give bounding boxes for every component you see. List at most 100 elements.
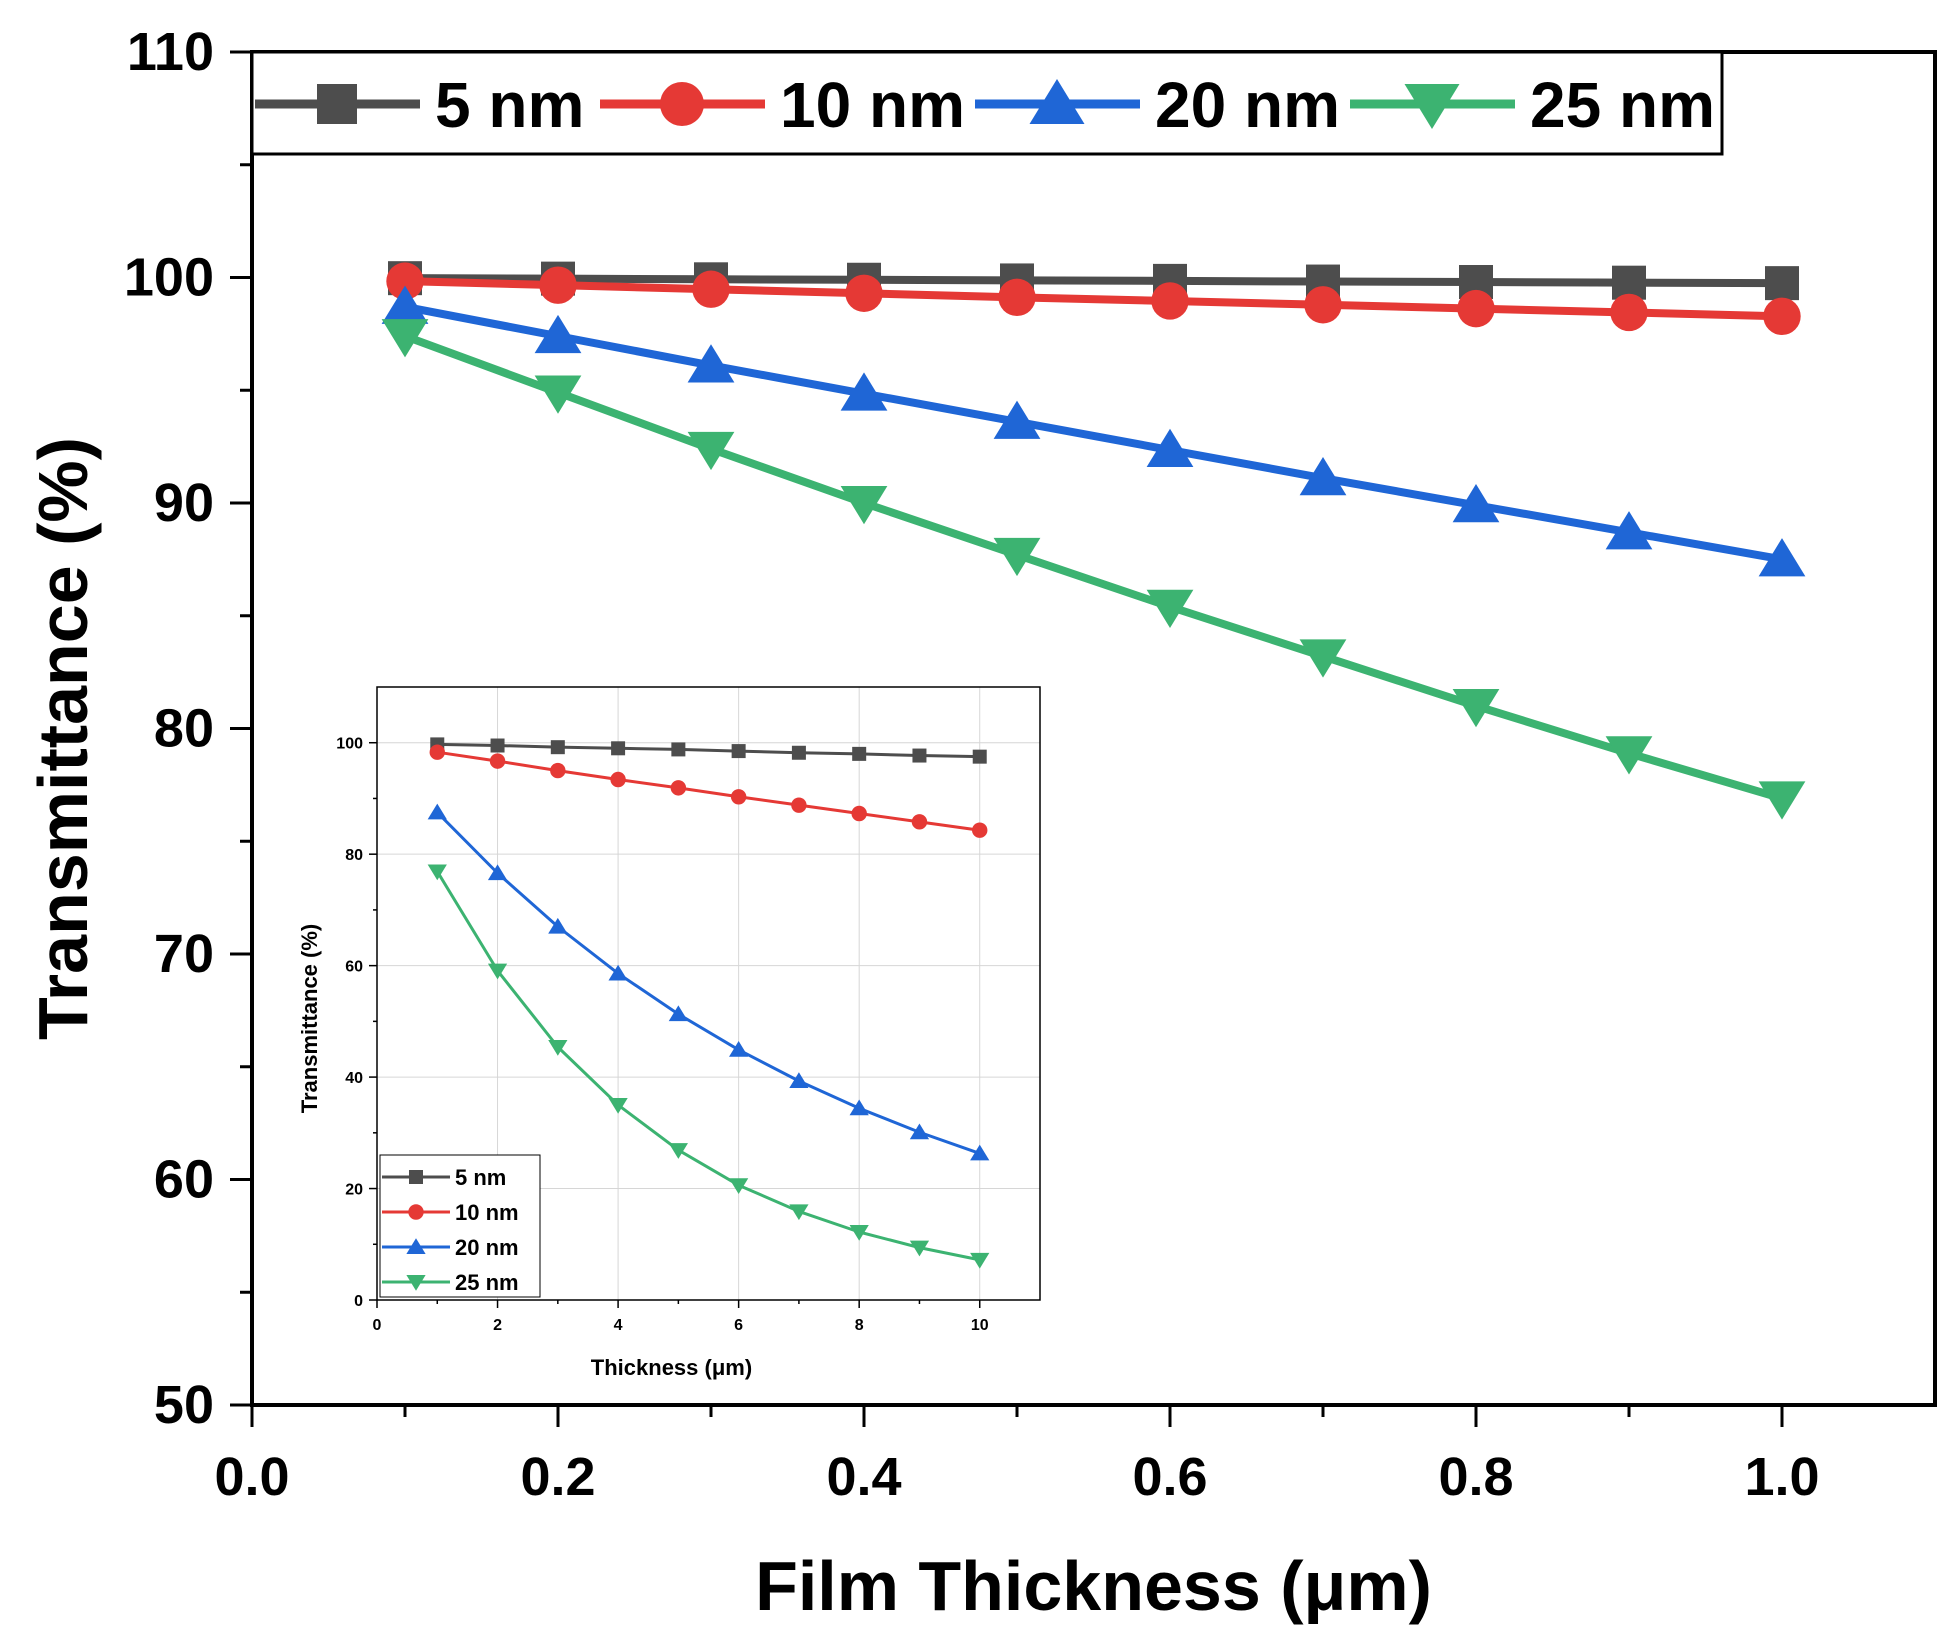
inset-data-point: [731, 744, 746, 759]
main-legend-marker: [1404, 84, 1460, 129]
main-legend-item-20-nm: 20 nm: [975, 69, 1340, 141]
inset-legend-marker: [409, 1170, 423, 1184]
main-x-tick-label: 0.4: [826, 1447, 901, 1507]
main-data-point: [1151, 282, 1189, 320]
inset-data-point: [972, 749, 987, 764]
inset-data-point: [550, 762, 566, 779]
inset-x-tick-label: 10: [971, 1317, 989, 1334]
main-data-point: [1763, 297, 1801, 335]
inset-x-axis-title: Thickness (μm): [591, 1355, 752, 1380]
main-data-point: [840, 372, 888, 411]
main-data-point: [1299, 456, 1347, 496]
main-data-point: [534, 375, 582, 414]
inset-legend-item-5-nm: 5 nm: [382, 1165, 506, 1190]
main-series-10-nm: [386, 262, 1801, 335]
main-series-line: [403, 332, 1784, 803]
inset-axes-frame: [376, 686, 1041, 1301]
main-y-tick-label: 70: [154, 924, 214, 984]
inset-data-point: [490, 738, 505, 753]
inset-data-point: [789, 1072, 809, 1088]
inset-data-point: [608, 1097, 628, 1114]
main-data-point: [845, 274, 883, 312]
main-y-tick-label: 110: [127, 22, 214, 82]
main-data-point: [1146, 589, 1194, 628]
inset-legend-label: 20 nm: [455, 1235, 519, 1260]
inset-data-point: [608, 964, 628, 981]
inset-series-line: [437, 742, 980, 759]
inset-data-point: [791, 745, 806, 760]
inset-y-tick-label: 80: [345, 847, 363, 864]
inset-legend-label: 10 nm: [455, 1200, 519, 1225]
inset-data-point: [912, 748, 927, 763]
main-legend-marker: [660, 82, 704, 126]
main-series-20-nm: [381, 285, 1806, 577]
main-data-point: [381, 285, 429, 324]
inset-data-point: [972, 822, 988, 838]
main-y-tick-label: 100: [124, 248, 214, 308]
main-legend-label: 5 nm: [435, 69, 584, 141]
main-data-point: [993, 400, 1041, 439]
inset-data-point: [791, 797, 807, 813]
main-data-point: [692, 270, 730, 308]
inset-data-point: [671, 742, 686, 757]
inset-data-point: [852, 746, 867, 761]
main-legend-marker: [317, 84, 357, 124]
main-data-point: [1610, 293, 1648, 332]
inset-legend-item-25-nm: 25 nm: [382, 1270, 519, 1295]
main-series-line: [404, 277, 1783, 321]
main-series-line: [404, 302, 1783, 564]
inset-series-line: [436, 811, 981, 1155]
inset-x-tick-label: 4: [614, 1317, 623, 1334]
main-data-point: [998, 278, 1036, 317]
inset-series-25-nm: [427, 864, 990, 1269]
main-series-line: [404, 274, 1783, 288]
main-data-point: [1146, 428, 1194, 468]
inset-data-point: [849, 1225, 869, 1241]
inset-legend: 5 nm 10 nm 20 nm 25 nm: [379, 1154, 541, 1298]
inset-x-tick-label: 8: [855, 1317, 864, 1334]
main-data-point: [1299, 639, 1347, 678]
inset-data-point: [670, 780, 687, 796]
main-x-tick-label: 0.6: [1132, 1447, 1207, 1507]
inset-data-point: [851, 805, 867, 822]
main-data-point: [1605, 511, 1653, 550]
main-data-point: [840, 486, 888, 525]
inset-series-20-nm: [427, 803, 990, 1161]
inset-legend-box: [379, 1154, 541, 1298]
inset-legend-marker: [406, 1275, 426, 1291]
main-legend-item-10-nm: 10 nm: [600, 69, 965, 141]
main-data-point: [687, 431, 735, 471]
main-x-tick-label: 0.8: [1438, 1447, 1513, 1507]
inset-series-line: [437, 750, 980, 832]
main-data-point: [1452, 484, 1500, 523]
inset-data-point: [730, 789, 747, 805]
inset-legend-item-10-nm: 10 nm: [382, 1200, 519, 1225]
inset-data-point: [789, 1204, 809, 1221]
inset-y-tick-label: 100: [336, 736, 363, 753]
main-data-point: [534, 314, 582, 354]
inset-y-tick-label: 40: [345, 1070, 363, 1087]
main-series-25-nm: [381, 319, 1806, 820]
inset-data-point: [487, 864, 508, 881]
inset-data-point: [849, 1099, 869, 1116]
main-data-point: [1304, 286, 1342, 324]
inset-legend-marker: [406, 1238, 426, 1254]
inset-legend-item-20-nm: 20 nm: [382, 1235, 519, 1260]
main-data-point: [1758, 538, 1806, 577]
inset-data-point: [911, 814, 928, 830]
main-legend-label: 10 nm: [780, 69, 965, 141]
main-data-point: [1457, 289, 1495, 328]
inset-series-line: [435, 870, 981, 1262]
main-data-point: [993, 537, 1041, 577]
inset-data-point: [487, 963, 508, 980]
inset-x-tick-label: 2: [493, 1317, 502, 1334]
main-legend-marker: [1029, 79, 1085, 124]
inset-data-point: [610, 771, 626, 788]
inset-data-point: [909, 1123, 930, 1140]
inset-x-tick-label: 0: [373, 1317, 382, 1334]
main-legend-item-25-nm: 25 nm: [1350, 69, 1715, 141]
inset-y-tick-label: 60: [345, 959, 363, 976]
inset-legend-label: 25 nm: [455, 1270, 519, 1295]
